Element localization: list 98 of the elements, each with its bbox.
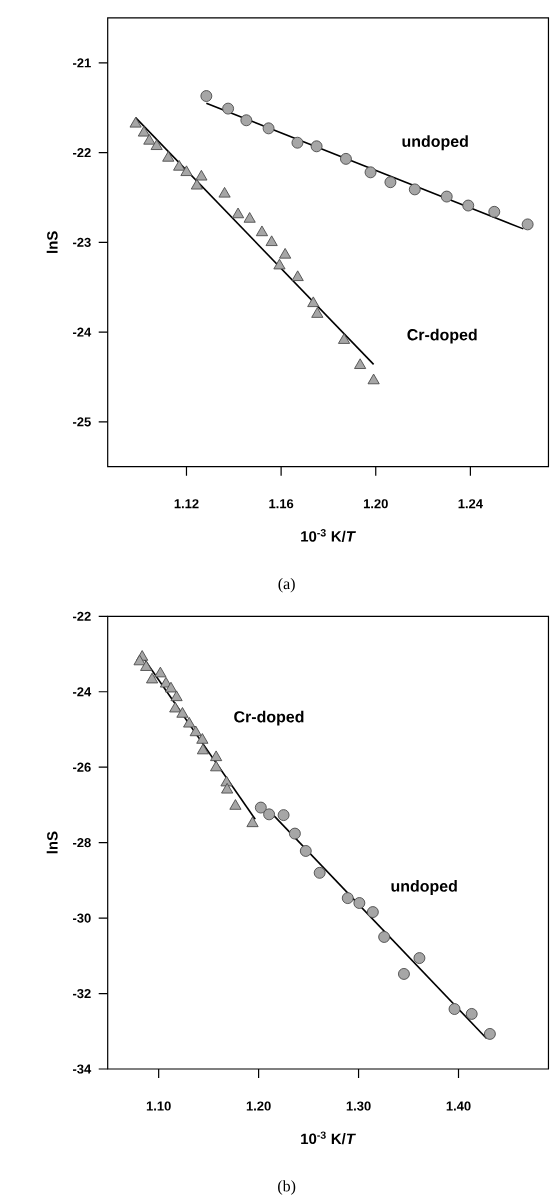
point [190, 178, 203, 190]
y-tick-label: -21 [72, 58, 91, 68]
point [353, 897, 366, 909]
series-label: undoped [391, 880, 457, 895]
point [310, 140, 323, 153]
point [339, 152, 352, 165]
point [221, 102, 234, 115]
point [254, 801, 267, 814]
point [440, 190, 453, 203]
y-tick-label: -34 [72, 1064, 91, 1074]
y-tick-label: -24 [72, 327, 91, 337]
point [195, 169, 208, 181]
point [196, 733, 209, 744]
point [377, 931, 390, 943]
text: (a) [278, 577, 295, 593]
point [462, 199, 474, 212]
point [255, 225, 268, 237]
y-tick-label: -24 [72, 687, 91, 697]
y-tick-label: -23 [72, 237, 91, 247]
point [240, 114, 253, 127]
point [366, 906, 379, 919]
point [367, 373, 380, 385]
point [150, 139, 163, 150]
point [154, 666, 167, 678]
point [170, 690, 183, 702]
point [291, 136, 304, 149]
series-label: Cr-doped [234, 710, 304, 726]
x-tick-label: 1.20 [246, 1101, 271, 1111]
y-tick-label: -25 [72, 417, 91, 427]
point [209, 750, 222, 762]
point [341, 892, 354, 905]
y-axis-title: lnS [46, 231, 58, 253]
x-tick-label: 1.24 [458, 499, 483, 509]
y-tick-label: -22 [72, 148, 91, 158]
point [172, 160, 185, 171]
point [277, 809, 290, 822]
text: Cr-doped [407, 328, 477, 344]
point [364, 166, 377, 179]
point [413, 952, 426, 965]
point [246, 816, 259, 828]
point [353, 358, 366, 369]
point [168, 701, 182, 713]
point [311, 307, 324, 318]
point [307, 296, 320, 308]
text: (b) [277, 1180, 296, 1195]
point [265, 235, 278, 247]
point [143, 133, 156, 145]
y-tick-label: -28 [72, 838, 91, 848]
point [288, 827, 301, 840]
point [243, 212, 256, 223]
point [220, 782, 233, 794]
point [139, 660, 153, 671]
point [278, 247, 291, 259]
point [448, 1003, 461, 1015]
point [397, 968, 410, 980]
point [137, 125, 150, 137]
point [218, 186, 231, 198]
x-axis-title: 10$^{-3}$ K/T [300, 529, 356, 542]
point [313, 866, 326, 879]
point [129, 116, 142, 128]
point [189, 725, 202, 737]
point [133, 654, 146, 666]
point [262, 122, 275, 135]
point [180, 165, 193, 177]
point [164, 681, 177, 693]
y-tick-label: -30 [72, 913, 91, 923]
y-tick-label: -26 [72, 762, 91, 772]
point [182, 716, 195, 728]
x-tick-label: 1.16 [269, 499, 294, 509]
point [229, 799, 242, 810]
point [521, 218, 534, 231]
x-axis-title: 10$^{-3}$ K/T [300, 1131, 356, 1145]
series-label: undoped [402, 135, 468, 151]
point [408, 183, 421, 196]
point [209, 760, 222, 772]
point [488, 205, 500, 218]
point [262, 808, 275, 821]
point [273, 258, 286, 270]
point [200, 90, 213, 102]
x-tick-label: 1.12 [174, 499, 199, 509]
point [337, 333, 350, 344]
point [299, 845, 312, 857]
y-tick-label: -32 [72, 988, 91, 999]
point [291, 270, 304, 282]
point [196, 743, 209, 755]
point [384, 176, 397, 189]
x-tick-label: 1.10 [146, 1101, 171, 1111]
point [231, 207, 244, 219]
y-tick-label: -22 [72, 611, 91, 621]
x-tick-label: 1.30 [346, 1101, 371, 1111]
point [161, 151, 175, 162]
point [176, 707, 189, 718]
point [483, 1028, 496, 1040]
x-tick-label: 1.40 [446, 1101, 471, 1111]
point [465, 1008, 478, 1020]
y-axis-title: lnS [46, 831, 58, 854]
point [145, 672, 158, 684]
x-tick-label: 1.20 [363, 499, 388, 509]
